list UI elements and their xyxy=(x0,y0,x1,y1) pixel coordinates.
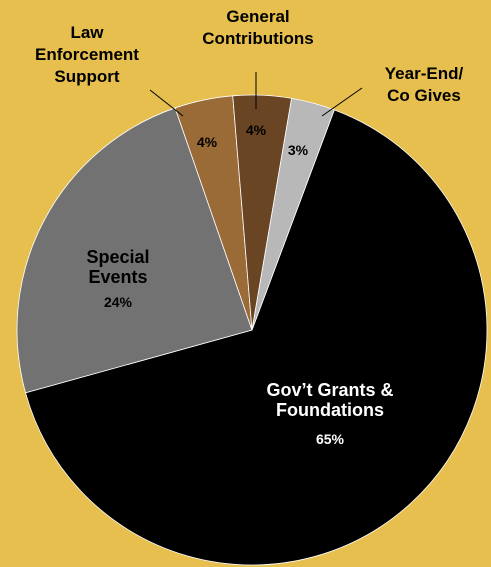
slice-label-grants: Gov’t Grants & xyxy=(266,380,393,400)
slice-value-special-events: 24% xyxy=(104,294,133,310)
slice-label-law-enforcement: Support xyxy=(54,67,119,86)
leader-line-year-end xyxy=(321,87,363,117)
pie-slice-year-end xyxy=(251,97,335,331)
slice-label-law-enforcement: Law xyxy=(70,23,104,42)
slice-value-grants: 65% xyxy=(316,431,345,447)
slice-label-year-end: Year-End/ xyxy=(385,64,464,83)
slice-value-year-end: 3% xyxy=(288,142,309,158)
slice-label-law-enforcement: Enforcement xyxy=(35,45,139,64)
slice-label-general-contributions: General xyxy=(226,7,289,26)
slice-label-year-end: Co Gives xyxy=(387,86,461,105)
slice-label-special-events: Special xyxy=(86,247,149,267)
slice-label-general-contributions: Contributions xyxy=(202,29,313,48)
slice-label-special-events: Events xyxy=(88,267,147,287)
slice-value-general-contributions: 4% xyxy=(246,122,267,138)
pie-slice-grants xyxy=(25,109,488,566)
leader-line-law-enforcement xyxy=(149,89,184,117)
pie-slice-special-events xyxy=(16,107,253,394)
slice-label-grants: Foundations xyxy=(276,400,384,420)
slice-value-law-enforcement: 4% xyxy=(197,134,218,150)
